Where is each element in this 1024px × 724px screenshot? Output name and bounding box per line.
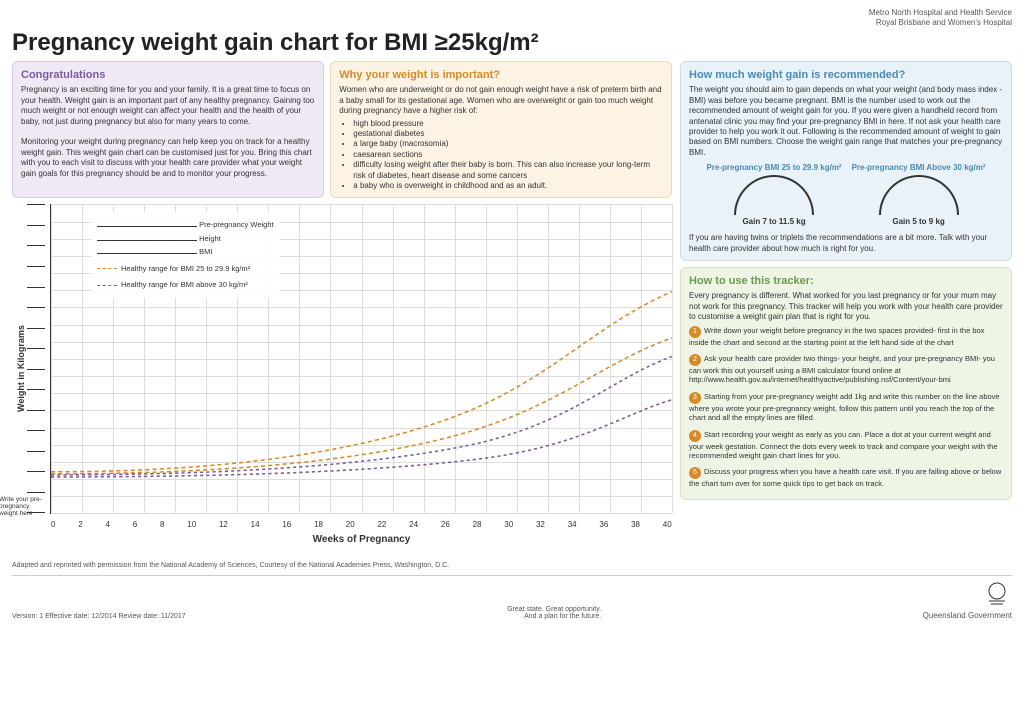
x-ticks: 0246810121416182022242628303234363840 [51, 520, 672, 529]
recommended-box: How much weight gain is recommended? The… [680, 61, 1012, 261]
qld-logo: Queensland Government [923, 579, 1012, 620]
write-note: Write your pre-pregnancy weight here [0, 496, 47, 517]
weight-chart: Weight in Kilograms Gained Lost Write yo… [12, 204, 672, 534]
gauge-bmi-25-29: Pre-pregnancy BMI 25 to 29.9 kg/m² Gain … [706, 164, 841, 227]
risk-list: high blood pressure gestational diabetes… [353, 119, 663, 192]
y-ticks [27, 204, 45, 513]
chart-legend: Pre-pregnancy Weight Height BMI Healthy … [91, 212, 280, 298]
attribution: Adapted and reprinted with permission fr… [12, 562, 672, 569]
howto-box: How to use this tracker: Every pregnancy… [680, 267, 1012, 499]
org-header: Metro North Hospital and Health Service … [12, 8, 1012, 27]
footer: Version: 1 Effective date: 12/2014 Revie… [12, 575, 1012, 620]
gauge-bmi-30: Pre-pregnancy BMI Above 30 kg/m² Gain 5 … [852, 164, 986, 227]
page-title: Pregnancy weight gain chart for BMI ≥25k… [12, 29, 539, 57]
congrats-box: Congratulations Pregnancy is an exciting… [12, 61, 324, 198]
x-axis-label: Weeks of Pregnancy [51, 534, 672, 545]
why-box: Why your weight is important? Women who … [330, 61, 672, 198]
